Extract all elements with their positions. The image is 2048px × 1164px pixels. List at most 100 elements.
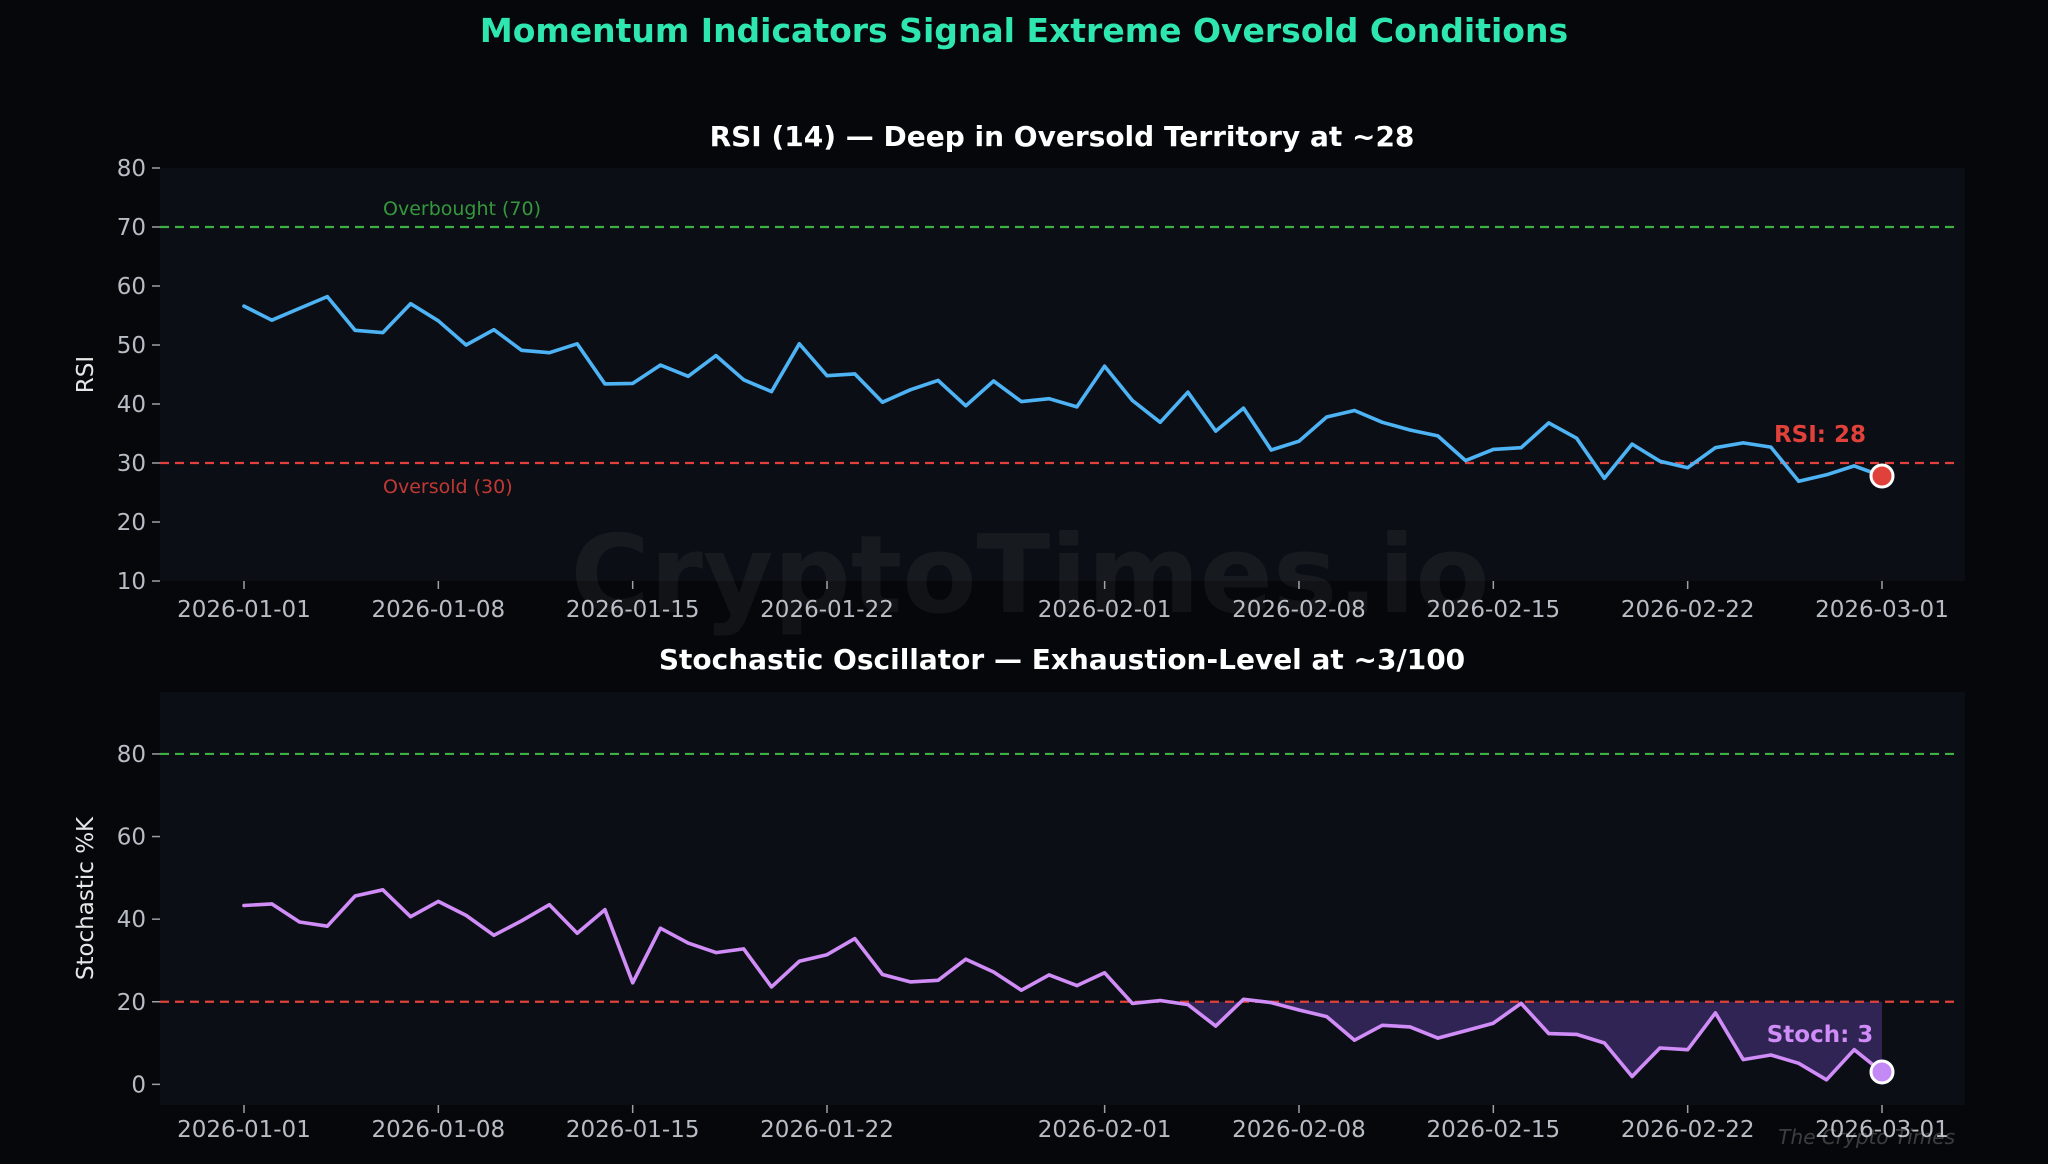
rsi-data-point	[547, 351, 552, 355]
stoch-xtick-label: 2026-01-22	[760, 1117, 894, 1143]
rsi-data-point	[436, 319, 440, 323]
stoch-data-point	[1464, 1029, 1468, 1033]
rsi-ref-label-70: Overbought (70)	[383, 198, 541, 220]
rsi-data-point	[603, 382, 607, 386]
watermark: CryptoTimes.io	[570, 513, 1489, 638]
rsi-xtick-label: 2026-01-15	[566, 597, 700, 623]
stoch-data-point	[1019, 988, 1024, 992]
stoch-data-point	[1602, 1041, 1606, 1045]
rsi-data-point	[1852, 464, 1856, 468]
stoch-data-point	[436, 899, 440, 904]
rsi-data-point	[658, 363, 663, 367]
stoch-ytick-label: 0	[131, 1072, 146, 1098]
stoch-data-point	[1297, 1008, 1301, 1012]
rsi-ytick-label: 50	[117, 333, 146, 359]
stoch-data-point	[853, 937, 857, 941]
stoch-data-point	[1741, 1058, 1745, 1062]
rsi-data-point	[908, 388, 912, 392]
rsi-xtick-label: 2026-01-08	[372, 597, 506, 623]
rsi-xtick-label: 2026-02-01	[1038, 597, 1172, 623]
rsi-xtick-label: 2026-01-01	[177, 597, 311, 623]
rsi-data-point	[270, 318, 274, 322]
rsi-data-point	[409, 302, 413, 306]
stoch-data-point	[936, 978, 940, 982]
stoch-ytick-label: 40	[117, 907, 146, 933]
rsi-data-point	[1575, 436, 1579, 440]
rsi-data-point	[686, 374, 690, 378]
rsi-data-point	[1297, 439, 1301, 443]
stoch-xtick-label: 2026-01-01	[177, 1117, 311, 1143]
rsi-panel: 10 20 30 40 50 60 70 80 2026-01-01 2026-01-08 2026…	[73, 156, 1965, 623]
rsi-data-point	[1103, 364, 1107, 368]
stoch-oversold-fill	[1130, 1001, 1882, 1080]
rsi-data-point	[464, 343, 468, 347]
stoch-data-point	[964, 957, 968, 961]
rsi-data-point	[325, 295, 329, 299]
stoch-data-point	[1047, 973, 1051, 977]
rsi-data-point	[1602, 476, 1606, 480]
rsi-data-point	[1436, 434, 1440, 438]
stoch-xtick-label: 2026-02-15	[1426, 1117, 1560, 1143]
rsi-data-point	[797, 342, 801, 346]
rsi-ref-label-30: Oversold (30)	[383, 476, 513, 498]
rsi-ytick-label: 70	[117, 215, 146, 241]
stoch-data-point	[1325, 1015, 1329, 1019]
stoch-data-point	[1769, 1053, 1773, 1057]
rsi-data-point	[714, 354, 718, 358]
rsi-data-point	[1241, 406, 1246, 410]
stoch-panel-title: Stochastic Oscillator — Exhaustion-Level…	[659, 643, 1465, 676]
rsi-xtick-label: 2026-02-22	[1621, 597, 1755, 623]
stoch-xtick-label: 2026-02-01	[1038, 1117, 1172, 1143]
rsi-y-axis-label: RSI	[73, 356, 99, 393]
rsi-data-point	[1686, 466, 1690, 470]
stoch-data-point	[631, 981, 635, 985]
rsi-data-point	[769, 390, 774, 394]
stoch-data-point	[1408, 1025, 1412, 1029]
rsi-data-point	[1380, 420, 1384, 424]
rsi-data-point	[1130, 398, 1134, 403]
rsi-data-point	[825, 374, 829, 378]
rsi-data-point	[1047, 397, 1051, 401]
rsi-data-point	[1741, 441, 1745, 445]
rsi-last-value-label: RSI: 28	[1774, 422, 1866, 448]
stoch-data-point	[825, 953, 829, 957]
stoch-xtick-label: 2026-01-08	[372, 1117, 506, 1143]
rsi-data-point	[936, 378, 940, 382]
stoch-ytick-label: 80	[117, 742, 146, 768]
stoch-data-point	[686, 941, 690, 945]
rsi-data-point	[492, 328, 496, 332]
rsi-data-point	[575, 342, 579, 346]
rsi-series-line	[242, 294, 1884, 484]
stoch-data-point	[1186, 1003, 1190, 1007]
stoch-data-point	[492, 933, 496, 937]
stoch-data-point	[381, 888, 385, 892]
stoch-data-point	[1824, 1078, 1829, 1082]
stoch-xtick-label: 2026-01-15	[566, 1117, 700, 1143]
stoch-data-point	[353, 894, 357, 898]
rsi-last-value-marker	[1869, 463, 1895, 489]
stoch-series-line	[242, 887, 1884, 1082]
stoch-data-point	[992, 970, 996, 974]
stoch-data-point	[1491, 1021, 1495, 1025]
stoch-xtick-label: 2026-02-22	[1621, 1117, 1755, 1143]
rsi-data-point	[381, 331, 385, 335]
rsi-data-point	[1352, 408, 1357, 413]
rsi-data-point	[1824, 473, 1829, 477]
rsi-plot-area	[160, 168, 1965, 581]
rsi-data-point	[1630, 442, 1634, 446]
stoch-xtick-label: 2026-02-08	[1232, 1117, 1366, 1143]
stoch-ytick-label: 60	[117, 825, 146, 851]
rsi-data-point	[1075, 405, 1079, 409]
rsi-data-point	[1019, 400, 1024, 404]
stoch-data-point	[270, 902, 274, 906]
rsi-data-point	[242, 304, 246, 308]
stoch-data-point	[520, 919, 524, 923]
rsi-ytick-label: 40	[117, 392, 146, 418]
rsi-data-point	[853, 372, 857, 376]
rsi-xtick-label: 2026-01-22	[760, 597, 894, 623]
rsi-data-point	[1158, 420, 1162, 424]
stoch-data-point	[1158, 998, 1162, 1003]
rsi-data-point	[1408, 428, 1412, 432]
stoch-data-point	[1713, 1011, 1717, 1015]
